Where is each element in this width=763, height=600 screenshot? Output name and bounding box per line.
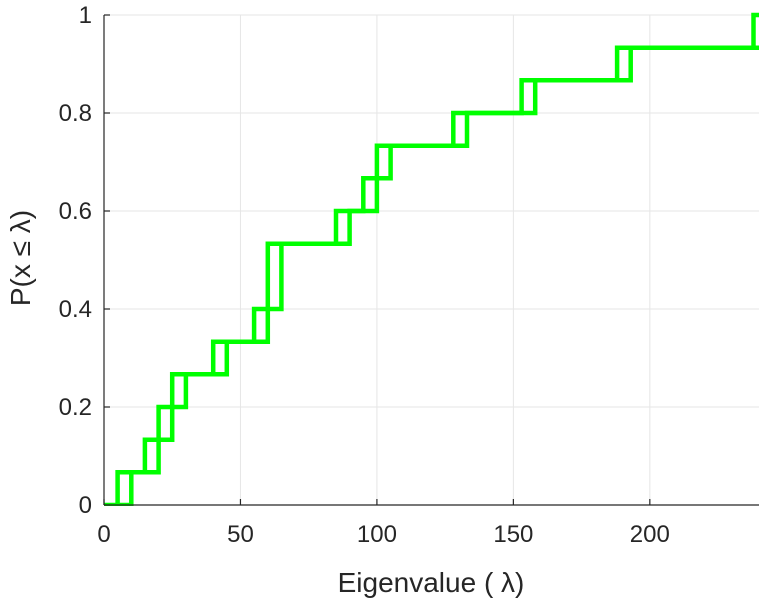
- tick-labels: 0 50 100 150 200 0 0.2 0.4 0.6 0.8 1: [59, 2, 670, 548]
- y-tick-label: 0.2: [59, 394, 92, 421]
- cdf-step-line-1: [104, 12, 759, 506]
- x-tick-label: 50: [227, 521, 254, 548]
- y-tick-label: 0: [79, 492, 92, 519]
- x-tick-label: 150: [493, 521, 533, 548]
- grid-lines: [104, 14, 759, 505]
- y-tick-label: 0.6: [59, 198, 92, 225]
- axes: [103, 14, 759, 506]
- x-tick-label: 0: [97, 521, 110, 548]
- x-tick-label: 200: [630, 521, 670, 548]
- x-axis-label: Eigenvalue ( λ): [338, 567, 525, 598]
- cdf-step-line-2: [117, 45, 759, 506]
- y-tick-label: 0.4: [59, 296, 92, 323]
- y-tick-label: 1: [79, 2, 92, 29]
- x-tick-label: 100: [357, 521, 397, 548]
- y-axis-label: P(x ≤ λ): [5, 210, 36, 306]
- y-tick-label: 0.8: [59, 100, 92, 127]
- series-group: [104, 12, 759, 506]
